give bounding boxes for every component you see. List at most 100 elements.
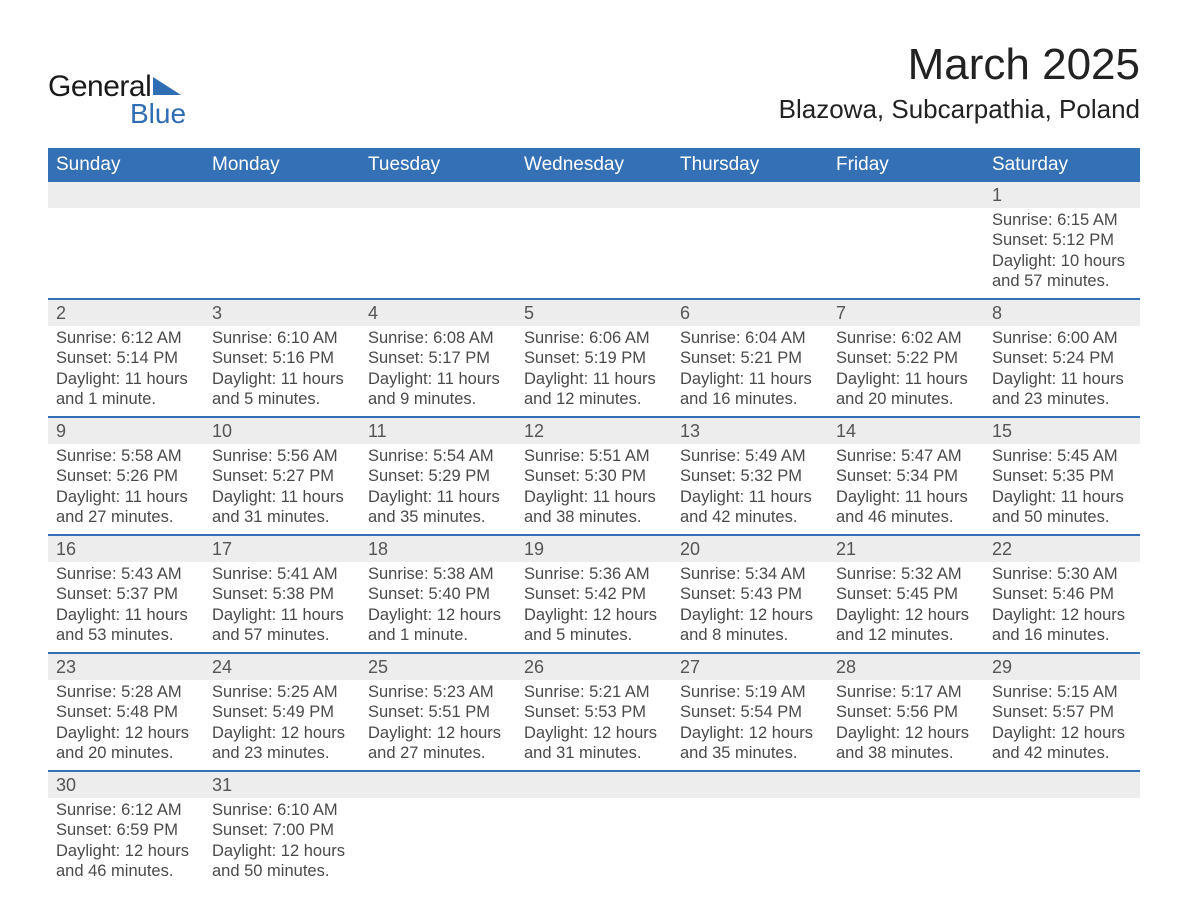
day-data: Sunrise: 5:36 AMSunset: 5:42 PMDaylight:…	[516, 562, 672, 653]
day-d2: and 35 minutes.	[680, 743, 820, 764]
day-d1: Daylight: 11 hours	[56, 605, 196, 626]
day-data: Sunrise: 6:04 AMSunset: 5:21 PMDaylight:…	[672, 326, 828, 417]
day-sunset: Sunset: 5:17 PM	[368, 348, 508, 369]
day-number: 18	[360, 536, 516, 562]
day-d1: Daylight: 11 hours	[212, 487, 352, 508]
day-number: 5	[516, 300, 672, 326]
calendar-week: 23Sunrise: 5:28 AMSunset: 5:48 PMDayligh…	[48, 653, 1140, 771]
day-d2: and 23 minutes.	[992, 389, 1132, 410]
day-sunset: Sunset: 5:34 PM	[836, 466, 976, 487]
day-d1: Daylight: 11 hours	[524, 487, 664, 508]
day-data	[204, 208, 360, 237]
day-data: Sunrise: 6:12 AMSunset: 6:59 PMDaylight:…	[48, 798, 204, 889]
day-sunset: Sunset: 5:57 PM	[992, 702, 1132, 723]
day-sunrise: Sunrise: 5:30 AM	[992, 564, 1132, 585]
day-number: 30	[48, 772, 204, 798]
day-sunrise: Sunrise: 6:10 AM	[212, 800, 352, 821]
day-d1: Daylight: 11 hours	[836, 369, 976, 390]
day-number: 20	[672, 536, 828, 562]
day-d1: Daylight: 12 hours	[524, 605, 664, 626]
day-number: 8	[984, 300, 1140, 326]
day-d2: and 38 minutes.	[524, 507, 664, 528]
day-data	[672, 208, 828, 237]
day-d2: and 8 minutes.	[680, 625, 820, 646]
day-number: 4	[360, 300, 516, 326]
day-d1: Daylight: 11 hours	[992, 487, 1132, 508]
day-sunrise: Sunrise: 5:19 AM	[680, 682, 820, 703]
day-sunrise: Sunrise: 6:12 AM	[56, 800, 196, 821]
day-data: Sunrise: 6:02 AMSunset: 5:22 PMDaylight:…	[828, 326, 984, 417]
day-d1: Daylight: 12 hours	[524, 723, 664, 744]
calendar-cell	[360, 771, 516, 888]
day-data: Sunrise: 6:12 AMSunset: 5:14 PMDaylight:…	[48, 326, 204, 417]
calendar-week: 9Sunrise: 5:58 AMSunset: 5:26 PMDaylight…	[48, 417, 1140, 535]
calendar-cell: 23Sunrise: 5:28 AMSunset: 5:48 PMDayligh…	[48, 653, 204, 771]
day-number: 2	[48, 300, 204, 326]
day-sunrise: Sunrise: 5:17 AM	[836, 682, 976, 703]
day-d2: and 35 minutes.	[368, 507, 508, 528]
day-d1: Daylight: 11 hours	[56, 369, 196, 390]
day-sunset: Sunset: 5:45 PM	[836, 584, 976, 605]
day-data: Sunrise: 5:32 AMSunset: 5:45 PMDaylight:…	[828, 562, 984, 653]
day-number: 10	[204, 418, 360, 444]
day-data: Sunrise: 5:34 AMSunset: 5:43 PMDaylight:…	[672, 562, 828, 653]
day-d1: Daylight: 12 hours	[56, 841, 196, 862]
day-data: Sunrise: 5:38 AMSunset: 5:40 PMDaylight:…	[360, 562, 516, 653]
day-d1: Daylight: 12 hours	[992, 605, 1132, 626]
day-d2: and 9 minutes.	[368, 389, 508, 410]
day-d1: Daylight: 11 hours	[992, 369, 1132, 390]
day-sunrise: Sunrise: 6:00 AM	[992, 328, 1132, 349]
day-sunset: Sunset: 5:53 PM	[524, 702, 664, 723]
day-d2: and 1 minute.	[368, 625, 508, 646]
calendar-cell: 16Sunrise: 5:43 AMSunset: 5:37 PMDayligh…	[48, 535, 204, 653]
day-data	[516, 208, 672, 237]
day-d1: Daylight: 12 hours	[680, 605, 820, 626]
brand-word2: Blue	[130, 98, 186, 130]
day-d2: and 42 minutes.	[992, 743, 1132, 764]
calendar-cell: 24Sunrise: 5:25 AMSunset: 5:49 PMDayligh…	[204, 653, 360, 771]
brand-logo: General Blue	[48, 40, 186, 130]
day-sunset: Sunset: 5:14 PM	[56, 348, 196, 369]
day-data: Sunrise: 5:23 AMSunset: 5:51 PMDaylight:…	[360, 680, 516, 771]
day-number: 22	[984, 536, 1140, 562]
day-sunset: Sunset: 5:35 PM	[992, 466, 1132, 487]
day-sunset: Sunset: 5:22 PM	[836, 348, 976, 369]
day-sunset: Sunset: 5:29 PM	[368, 466, 508, 487]
day-sunset: Sunset: 5:24 PM	[992, 348, 1132, 369]
day-sunset: Sunset: 5:54 PM	[680, 702, 820, 723]
day-d1: Daylight: 11 hours	[680, 369, 820, 390]
calendar-cell: 10Sunrise: 5:56 AMSunset: 5:27 PMDayligh…	[204, 417, 360, 535]
day-number: 3	[204, 300, 360, 326]
day-data	[828, 208, 984, 237]
day-sunset: Sunset: 5:38 PM	[212, 584, 352, 605]
calendar-week: 1Sunrise: 6:15 AMSunset: 5:12 PMDaylight…	[48, 182, 1140, 299]
day-data: Sunrise: 5:21 AMSunset: 5:53 PMDaylight:…	[516, 680, 672, 771]
day-sunrise: Sunrise: 5:51 AM	[524, 446, 664, 467]
day-sunrise: Sunrise: 5:47 AM	[836, 446, 976, 467]
day-sunrise: Sunrise: 6:02 AM	[836, 328, 976, 349]
location-subtitle: Blazowa, Subcarpathia, Poland	[779, 94, 1140, 125]
day-sunrise: Sunrise: 5:36 AM	[524, 564, 664, 585]
calendar-cell: 28Sunrise: 5:17 AMSunset: 5:56 PMDayligh…	[828, 653, 984, 771]
calendar-cell: 26Sunrise: 5:21 AMSunset: 5:53 PMDayligh…	[516, 653, 672, 771]
day-sunset: Sunset: 6:59 PM	[56, 820, 196, 841]
calendar-cell	[672, 182, 828, 299]
day-data	[360, 798, 516, 827]
day-sunrise: Sunrise: 6:15 AM	[992, 210, 1132, 231]
day-sunset: Sunset: 5:27 PM	[212, 466, 352, 487]
calendar-cell: 27Sunrise: 5:19 AMSunset: 5:54 PMDayligh…	[672, 653, 828, 771]
dayheader-saturday: Saturday	[984, 148, 1140, 182]
calendar-cell: 7Sunrise: 6:02 AMSunset: 5:22 PMDaylight…	[828, 299, 984, 417]
day-sunrise: Sunrise: 5:45 AM	[992, 446, 1132, 467]
month-title: March 2025	[779, 40, 1140, 90]
day-d2: and 27 minutes.	[56, 507, 196, 528]
day-number: 28	[828, 654, 984, 680]
day-d2: and 42 minutes.	[680, 507, 820, 528]
day-d1: Daylight: 11 hours	[212, 369, 352, 390]
calendar-cell: 22Sunrise: 5:30 AMSunset: 5:46 PMDayligh…	[984, 535, 1140, 653]
day-sunset: Sunset: 7:00 PM	[212, 820, 352, 841]
day-d1: Daylight: 11 hours	[212, 605, 352, 626]
day-data: Sunrise: 5:54 AMSunset: 5:29 PMDaylight:…	[360, 444, 516, 535]
calendar-cell: 5Sunrise: 6:06 AMSunset: 5:19 PMDaylight…	[516, 299, 672, 417]
day-d2: and 16 minutes.	[992, 625, 1132, 646]
